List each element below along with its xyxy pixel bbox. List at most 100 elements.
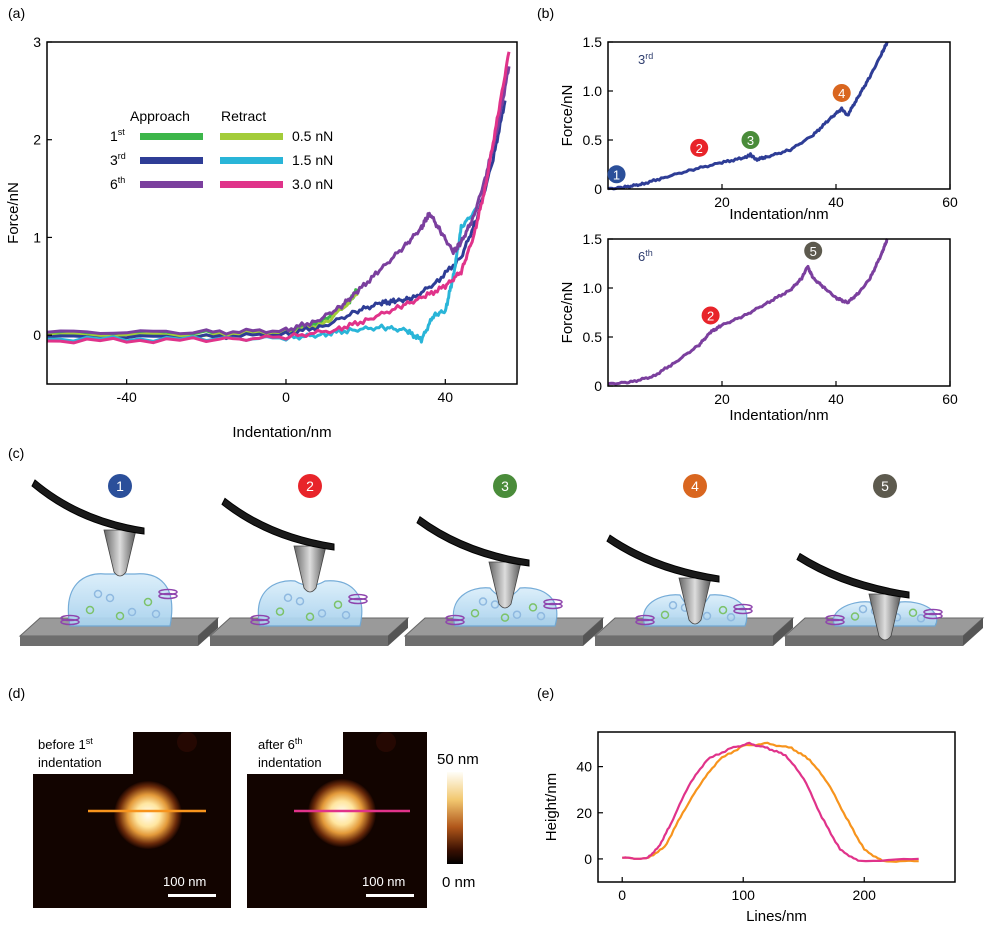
marker-2 (701, 306, 720, 325)
marker-2 (690, 138, 709, 157)
legend-approach-swatch (140, 181, 203, 188)
step-badge-1 (108, 474, 132, 498)
schematic-step-3: 3 (403, 474, 605, 646)
step-badge-label: 4 (691, 478, 699, 494)
step-badge-5 (873, 474, 897, 498)
plot-frame (46, 41, 518, 385)
svg-text:before 1st: before 1st (38, 736, 93, 752)
x-axis-label: Indentation/nm (729, 407, 828, 424)
marker-5 (804, 241, 823, 260)
panel-inner-label: 6th (638, 248, 653, 264)
x-tick-label: 60 (942, 391, 958, 407)
x-tick-label: 20 (714, 194, 730, 210)
x-tick-label: 60 (942, 194, 958, 210)
cantilever (606, 534, 720, 583)
chart-a-legend: Approach Retract 1st 0.5 nN 3rd 1.5 nN 6th 3.… (110, 108, 333, 192)
y-tick-label: 1.0 (583, 83, 603, 99)
legend-force-label: 1.5 nN (292, 152, 333, 168)
step-badge-2 (298, 474, 322, 498)
marker-label: 2 (707, 308, 714, 323)
y-tick-label: 20 (576, 805, 592, 821)
step-badge-3 (493, 474, 517, 498)
y-tick-label: 3 (33, 34, 41, 50)
panel-label-c: (c) (8, 445, 24, 461)
afm-images: before 1st indentation 100 nm after 6th … (33, 732, 479, 908)
marker-4 (832, 83, 851, 102)
legend-approach-swatch (140, 157, 203, 164)
y-tick-label: 0 (584, 851, 592, 867)
marker-label: 2 (696, 141, 703, 156)
y-tick-label: 0 (33, 327, 41, 343)
step-badge-label: 3 (501, 478, 509, 494)
step-badge-label: 2 (306, 478, 314, 494)
y-tick-label: 2 (33, 132, 41, 148)
marker-label: 4 (838, 86, 845, 101)
afm-before-scalebar-label: 100 nm (163, 874, 206, 889)
legend-retract-swatch (220, 157, 283, 164)
series-line-a-5 (46, 51, 511, 345)
x-tick-label: 40 (828, 194, 844, 210)
plot-frame (607, 41, 951, 190)
legend-force-label: 0.5 nN (292, 128, 333, 144)
marker-label: 1 (613, 167, 620, 182)
indentation-schematic: 1 2 3 4 5 (18, 474, 985, 646)
schematic-step-1: 1 (18, 474, 220, 646)
legend-approach-header: Approach (130, 108, 190, 124)
chart-a: -40 0 40 0 1 2 3 Indentation/nm Force/nN (5, 34, 518, 441)
y-tick-label: 40 (576, 759, 592, 775)
cantilever (31, 479, 145, 535)
x-tick-label: 40 (438, 389, 454, 405)
series-line-a-3 (46, 206, 478, 344)
series-line-e-0 (622, 741, 919, 863)
colorbar-min: 0 nm (442, 874, 475, 891)
x-tick-label: 200 (853, 887, 877, 903)
marker-1 (607, 165, 626, 184)
y-axis-label: Force/nN (559, 85, 576, 147)
x-tick-label: -40 (117, 389, 137, 405)
legend-force-label: 3.0 nN (292, 176, 333, 192)
afm-after-scalebar-label: 100 nm (362, 874, 405, 889)
x-tick-label: 40 (828, 391, 844, 407)
y-axis-label: Force/nN (559, 282, 576, 344)
afm-after-line1: after 6 (258, 737, 295, 752)
chart-e: 0 100 200 0 20 40 Lines/nm Height/nm (543, 731, 956, 925)
afm-tip (678, 577, 712, 625)
afm-image-before: before 1st indentation 100 nm (33, 732, 231, 908)
step-badge-4 (683, 474, 707, 498)
y-axis-label: Force/nN (5, 182, 22, 244)
x-tick-label: 100 (732, 887, 756, 903)
plot-frame (607, 238, 951, 387)
panel-label-b: (b) (537, 5, 554, 21)
y-axis-label: Height/nm (543, 773, 560, 841)
cantilever (796, 552, 910, 599)
legend-approach-swatch (140, 133, 203, 140)
y-tick-label: 1 (33, 229, 41, 245)
afm-image-after: after 6th indentation 100 nm (247, 732, 427, 908)
afm-tip (293, 545, 327, 593)
y-tick-label: 0.5 (583, 132, 603, 148)
afm-tip (488, 561, 522, 609)
x-axis-label: Indentation/nm (729, 206, 828, 223)
panel-label-a: (a) (8, 5, 25, 21)
afm-colorbar: 50 nm 0 nm (437, 751, 479, 891)
afm-tip (868, 593, 902, 641)
panel-label-e: (e) (537, 685, 554, 701)
afm-before-scalebar (168, 894, 216, 897)
legend-row-label: 6th (110, 175, 125, 192)
legend-row-label: 1st (110, 127, 125, 144)
afm-tip (103, 529, 137, 577)
y-tick-label: 0 (594, 378, 602, 394)
marker-3 (741, 131, 760, 149)
step-badge-label: 1 (116, 478, 124, 494)
x-axis-label: Lines/nm (746, 908, 807, 925)
marker-label: 5 (810, 244, 817, 259)
afm-before-line2: indentation (38, 755, 102, 770)
afm-after-line2: indentation (258, 755, 322, 770)
schematic-step-5: 5 (783, 474, 985, 646)
step-badge-label: 5 (881, 478, 889, 494)
plot-frame (597, 731, 956, 883)
chart-b-6th: 20 40 60 0 0.5 1.0 1.5 Indentation/nm Force/nN 6t… (559, 231, 958, 424)
x-tick-label: 0 (282, 389, 290, 405)
legend-row-label: 3rd (110, 151, 126, 168)
